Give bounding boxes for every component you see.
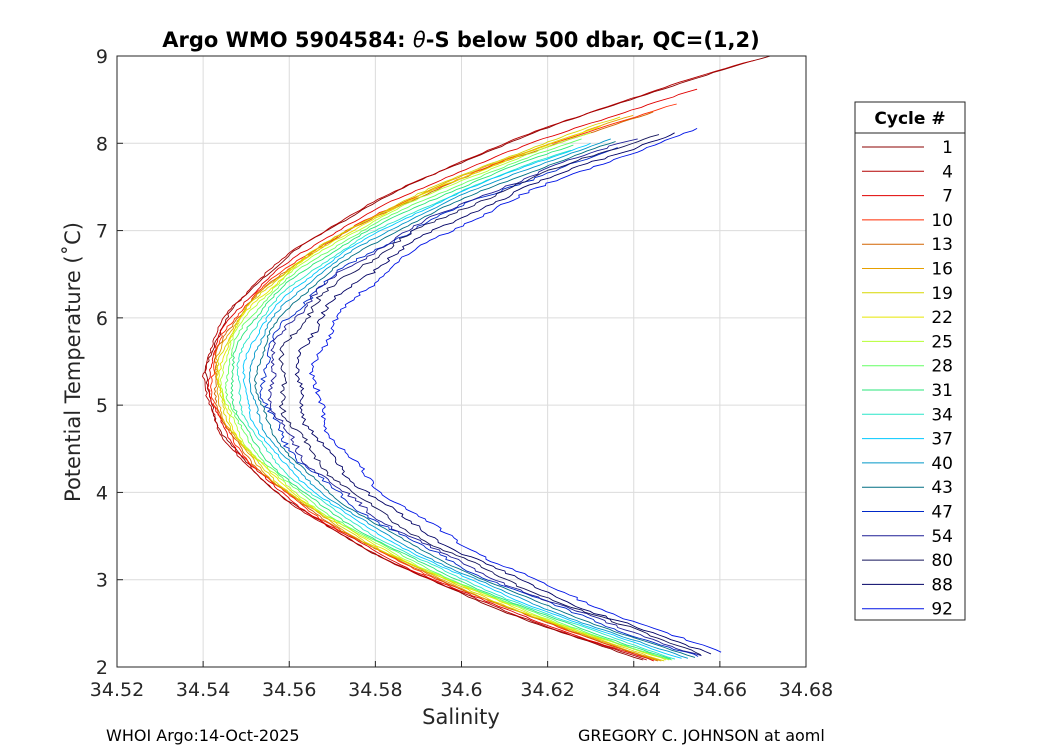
legend-label-28: 28: [931, 357, 953, 377]
profile-line-cycle-4: [202, 59, 755, 661]
x-tick-label: 34.52: [90, 679, 144, 701]
profile-line-cycle-37: [242, 142, 682, 659]
profile-line-cycle-54: [267, 138, 702, 657]
profile-line-cycle-13: [213, 111, 658, 662]
y-tick-label: 7: [96, 221, 108, 243]
x-tick-label: 34.56: [262, 679, 316, 701]
chart-title: Argo WMO 5904584: θ-S below 500 dbar, QC…: [162, 28, 759, 52]
legend-label-40: 40: [931, 454, 953, 474]
legend-title: Cycle #: [874, 109, 945, 129]
legend-label-10: 10: [931, 211, 953, 231]
profile-line-cycle-31: [230, 144, 672, 660]
legend-label-37: 37: [931, 430, 953, 450]
profile-line-cycle-43: [254, 141, 696, 658]
y-axis-ticks: 2 3 4 5 6 7 8 9: [96, 46, 123, 679]
legend-label-25: 25: [931, 332, 953, 352]
legend-label-47: 47: [931, 503, 953, 523]
profile-line-cycle-10: [210, 103, 677, 661]
y-tick-label: 4: [96, 482, 108, 504]
legend-label-43: 43: [931, 478, 953, 498]
footer-right: GREGORY C. JOHNSON at aoml: [578, 726, 825, 745]
y-tick-label: 2: [96, 657, 108, 679]
profile-line-cycle-28: [224, 138, 673, 661]
footer-left: WHOI Argo:14-Oct-2025: [106, 726, 300, 745]
profile-line-cycle-88: [294, 132, 712, 655]
legend-label-19: 19: [931, 284, 953, 304]
y-tick-label: 8: [96, 133, 108, 155]
x-axis-ticks: 34.52 34.54 34.56 34.58 34.6 34.62 34.64 34.66 3…: [90, 661, 833, 701]
x-axis-label: Salinity: [422, 705, 500, 729]
x-tick-label: 34.54: [176, 679, 230, 701]
profile-line-cycle-25: [219, 132, 670, 661]
profile-line-cycle-34: [236, 149, 676, 660]
legend-label-54: 54: [931, 527, 953, 547]
legend-label-7: 7: [942, 187, 953, 207]
legend-box: [854, 101, 966, 621]
x-tick-label: 34.62: [520, 679, 574, 701]
profile-line-cycle-92: [309, 128, 722, 653]
legend-label-92: 92: [931, 600, 953, 620]
profile-line-cycle-7: [207, 88, 698, 662]
legend-label-80: 80: [931, 551, 953, 571]
y-tick-label: 6: [96, 308, 108, 330]
profile-line-cycle-40: [248, 138, 689, 659]
x-tick-label: 34.58: [348, 679, 402, 701]
legend-label-88: 88: [931, 575, 953, 595]
legend-label-13: 13: [931, 235, 953, 255]
legend: Cycle # 14710131619222528313437404347548…: [854, 101, 966, 621]
x-tick-label: 34.64: [607, 679, 661, 701]
legend-label-1: 1: [942, 138, 953, 158]
x-tick-label: 34.66: [693, 679, 747, 701]
legend-label-4: 4: [942, 162, 953, 182]
y-tick-label: 3: [96, 570, 108, 592]
profile-curves: [202, 55, 771, 662]
y-tick-label: 9: [96, 46, 108, 68]
legend-label-31: 31: [931, 381, 953, 401]
profile-line-cycle-1: [204, 55, 771, 661]
legend-label-16: 16: [931, 260, 953, 280]
profile-line-cycle-80: [278, 134, 701, 656]
legend-label-22: 22: [931, 308, 953, 328]
x-tick-label: 34.68: [779, 679, 833, 701]
y-axis-label: Potential Temperature (˚C): [61, 222, 85, 502]
legend-label-34: 34: [931, 405, 953, 425]
x-tick-label: 34.6: [440, 679, 482, 701]
y-tick-label: 5: [96, 395, 108, 417]
